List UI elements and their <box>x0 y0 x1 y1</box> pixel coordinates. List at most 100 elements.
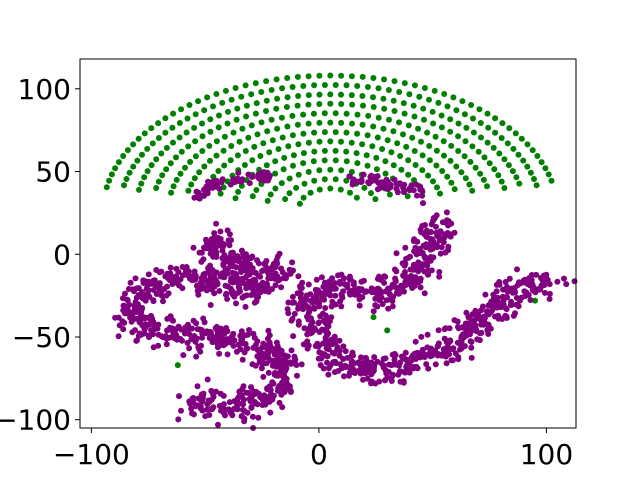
scatter-point <box>455 148 462 154</box>
scatter-point <box>372 173 379 180</box>
scatter-point <box>435 340 442 347</box>
scatter-point <box>108 171 115 178</box>
scatter-point <box>167 313 174 320</box>
scatter-point <box>465 313 472 320</box>
scatter-point <box>511 284 518 291</box>
scatter-point <box>437 190 443 197</box>
scatter-point <box>391 266 398 273</box>
scatter-point <box>327 166 334 173</box>
scatter-point <box>216 185 223 192</box>
scatter-point <box>115 159 122 166</box>
scatter-point <box>431 87 438 94</box>
scatter-point <box>327 91 334 98</box>
scatter-point <box>244 409 251 416</box>
scatter-point <box>136 186 142 193</box>
scatter-point <box>426 96 432 103</box>
scatter-point <box>433 244 440 251</box>
scatter-point <box>289 112 296 119</box>
scatter-point <box>295 171 302 178</box>
scatter-point <box>311 325 318 332</box>
scatter-point <box>541 289 548 296</box>
scatter-point <box>265 396 272 403</box>
scatter-point <box>280 166 287 173</box>
scatter-point <box>198 258 205 265</box>
scatter-point <box>224 351 231 358</box>
scatter-point <box>332 82 339 88</box>
scatter-point <box>545 171 552 178</box>
scatter-point <box>353 150 360 157</box>
scatter-point <box>411 148 418 154</box>
scatter-point <box>227 261 234 268</box>
scatter-point <box>533 271 540 278</box>
scatter-point <box>238 413 245 420</box>
scatter-point <box>327 185 334 192</box>
scatter-point <box>293 184 300 191</box>
scatter-point <box>391 350 398 357</box>
scatter-point <box>269 263 276 270</box>
scatter-point <box>173 176 180 183</box>
scatter-point <box>439 168 446 174</box>
scatter-point <box>407 280 414 287</box>
scatter-point <box>264 386 271 393</box>
scatter-point <box>401 189 407 196</box>
scatter-point <box>437 250 444 257</box>
scatter-point <box>294 73 301 80</box>
scatter-point <box>525 291 532 298</box>
scatter-point <box>468 344 475 351</box>
scatter-point <box>332 157 339 164</box>
scatter-point <box>236 138 243 145</box>
scatter-point <box>393 250 400 257</box>
scatter-point <box>571 278 578 285</box>
scatter-point <box>248 122 255 129</box>
scatter-point <box>382 273 389 280</box>
scatter-point <box>300 150 307 157</box>
scatter-point <box>409 134 416 141</box>
scatter-point <box>431 215 438 222</box>
scatter-point <box>246 180 253 187</box>
scatter-point <box>135 135 142 142</box>
scatter-point <box>214 178 221 185</box>
scatter-point <box>170 317 176 324</box>
scatter-point <box>268 116 275 123</box>
scatter-point <box>301 325 308 332</box>
y-tick-label: 50 <box>35 156 71 189</box>
y-tick-label: −100 <box>0 404 71 437</box>
scatter-point <box>267 409 274 416</box>
scatter-point <box>153 267 160 273</box>
scatter-point <box>400 100 407 107</box>
scatter-point <box>126 301 133 308</box>
scatter-point <box>372 302 379 309</box>
scatter-point <box>324 359 330 366</box>
scatter-point <box>527 169 534 176</box>
scatter-point <box>223 327 230 334</box>
scatter-point <box>367 361 374 368</box>
scatter-point <box>349 291 355 297</box>
scatter-point <box>405 171 412 178</box>
scatter-point <box>512 289 519 296</box>
scatter-point <box>441 335 448 342</box>
scatter-point <box>201 270 208 277</box>
scatter-point <box>477 330 483 337</box>
scatter-point <box>433 162 440 169</box>
scatter-point <box>354 160 361 167</box>
scatter-point <box>305 120 312 127</box>
scatter-point <box>272 282 279 289</box>
scatter-point <box>217 236 224 242</box>
scatter-point <box>268 87 275 93</box>
scatter-point <box>223 290 230 297</box>
scatter-point <box>477 170 484 177</box>
scatter-point <box>350 281 357 288</box>
scatter-point <box>232 270 239 277</box>
scatter-point <box>451 229 458 236</box>
scatter-point <box>173 265 180 272</box>
scatter-point <box>534 153 541 159</box>
scatter-point <box>444 103 451 110</box>
scatter-point <box>266 149 273 156</box>
scatter-point <box>327 72 334 79</box>
scatter-point <box>483 308 490 315</box>
scatter-point <box>432 133 439 140</box>
scatter-point <box>370 94 376 101</box>
scatter-point <box>264 335 271 342</box>
scatter-point <box>170 139 176 146</box>
scatter-point <box>278 284 285 291</box>
